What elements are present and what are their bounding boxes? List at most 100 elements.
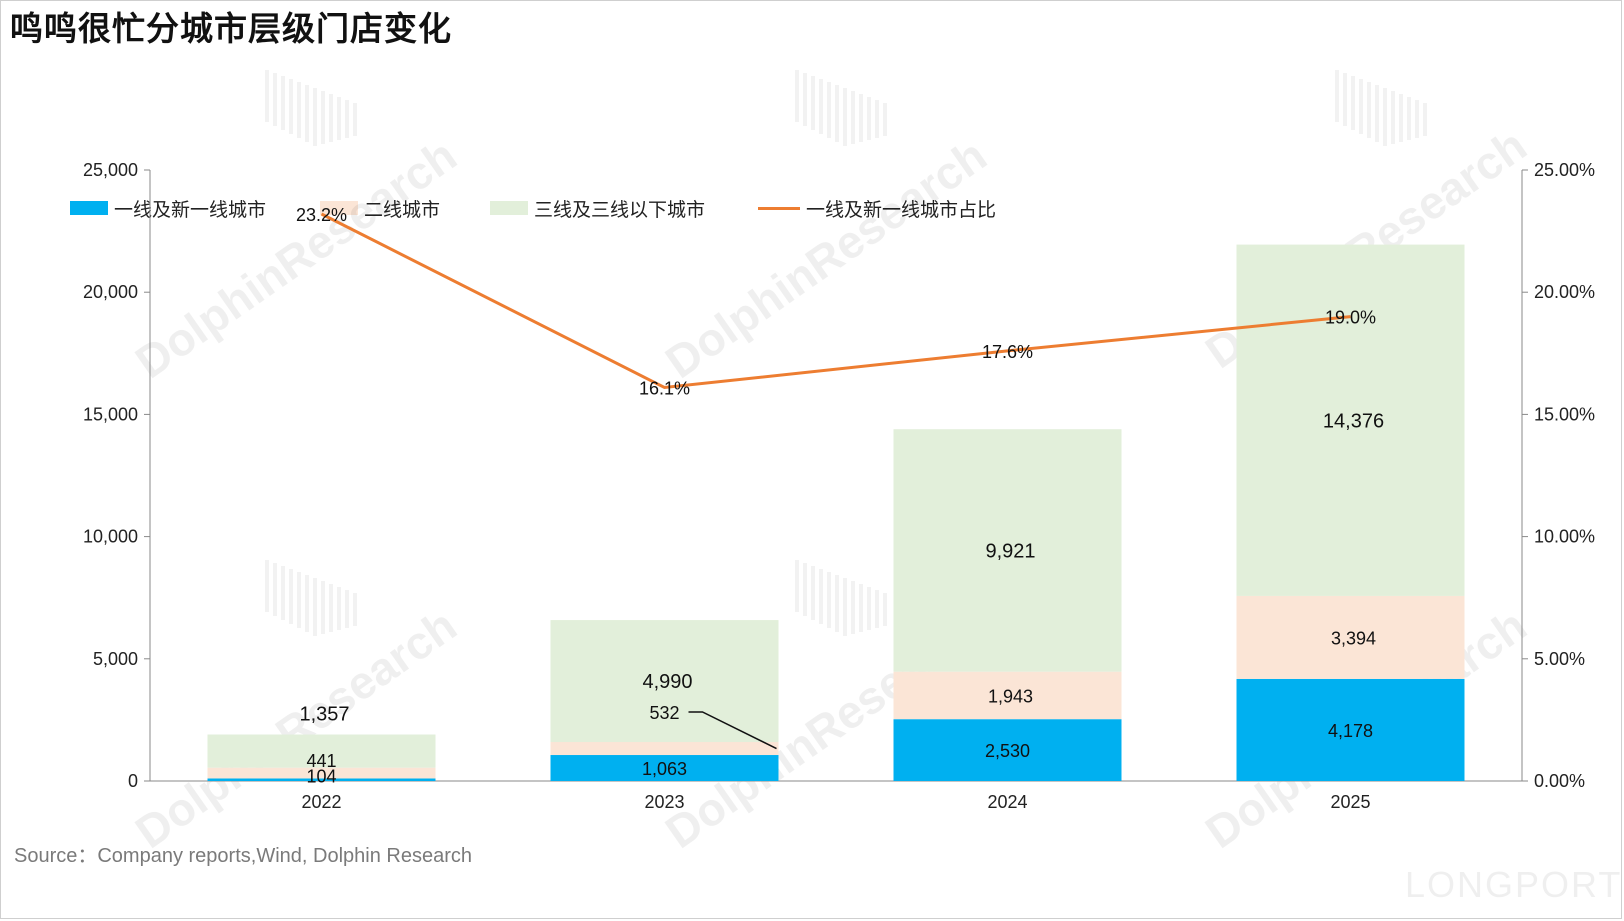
line-data-label: 19.0% xyxy=(1325,308,1376,328)
watermark-mark xyxy=(843,578,847,636)
data-label: 1,943 xyxy=(988,686,1033,706)
x-tick-label: 2023 xyxy=(644,792,684,812)
watermark-mark xyxy=(281,76,285,130)
watermark-mark xyxy=(313,578,317,636)
watermark-mark xyxy=(851,91,855,144)
watermark-mark xyxy=(835,575,839,632)
watermark-brand: LONGPORT xyxy=(1405,864,1622,905)
watermark-mark xyxy=(353,103,357,136)
y-tick-label: 25,000 xyxy=(83,160,138,180)
legend-label-tier3: 三线及三线以下城市 xyxy=(534,198,706,221)
watermark-mark xyxy=(851,581,855,634)
legend-swatch-tier2 xyxy=(320,201,358,215)
watermark-mark xyxy=(1351,76,1355,130)
y2-tick-label: 15.00% xyxy=(1534,404,1595,424)
watermark-mark xyxy=(1375,85,1379,142)
watermark-text: DolphinResearch xyxy=(126,599,466,859)
bar-segment xyxy=(550,742,779,756)
watermark-mark xyxy=(1415,100,1419,138)
bar-segment xyxy=(1236,244,1465,596)
watermark-mark xyxy=(859,94,863,142)
watermark-mark xyxy=(297,572,301,628)
data-label: 4,178 xyxy=(1328,721,1373,741)
watermark-mark xyxy=(289,79,293,134)
watermark-mark xyxy=(305,575,309,632)
y-tick-label: 15,000 xyxy=(83,404,138,424)
y-tick-label: 10,000 xyxy=(83,527,138,547)
data-label: 1,063 xyxy=(642,759,687,779)
watermark-mark xyxy=(1359,79,1363,134)
watermark-mark xyxy=(803,563,807,616)
bar-segment xyxy=(207,734,436,768)
x-tick-label: 2025 xyxy=(1330,792,1370,812)
watermark-mark xyxy=(811,566,815,620)
bar-segment xyxy=(893,719,1122,781)
watermark-mark xyxy=(1423,103,1427,136)
bar-segment xyxy=(550,620,779,743)
watermark-mark xyxy=(811,76,815,130)
watermark-mark xyxy=(1367,82,1371,138)
watermark-text: DolphinResearch xyxy=(656,129,996,389)
source-note: Source：Company reports,Wind, Dolphin Res… xyxy=(14,845,472,867)
watermark-mark xyxy=(819,79,823,134)
legend-label-tier2: 二线城市 xyxy=(364,198,441,221)
data-label: 1,357 xyxy=(299,704,349,726)
watermark-mark xyxy=(273,563,277,616)
bar-segment xyxy=(1236,595,1465,679)
watermark-mark xyxy=(883,593,887,626)
watermark-mark xyxy=(819,569,823,624)
legend-swatch-share xyxy=(758,206,800,210)
bar-segment xyxy=(550,755,779,781)
bar-segment xyxy=(1236,678,1465,781)
share-line xyxy=(320,212,1351,390)
watermark-mark xyxy=(875,100,879,138)
watermark-mark xyxy=(329,94,333,142)
legend-item-tier3: 三线及三线以下城市 xyxy=(490,193,705,223)
data-label: 9,921 xyxy=(985,540,1035,562)
watermark-mark xyxy=(1399,94,1403,142)
data-label: 532 xyxy=(649,703,679,723)
watermark-mark xyxy=(305,85,309,142)
watermark-text: DolphinResearch xyxy=(126,129,466,389)
bar-segment xyxy=(207,778,436,781)
watermark-mark xyxy=(329,584,333,632)
watermark-mark xyxy=(321,91,325,144)
legend-label-share: 一线及新一线城市占比 xyxy=(806,198,997,221)
bar-segment xyxy=(893,671,1122,720)
legend-item-share: 一线及新一线城市占比 xyxy=(758,193,996,223)
data-label: 441 xyxy=(306,751,336,771)
data-label-leader xyxy=(688,711,777,750)
watermark-mark xyxy=(867,97,871,140)
data-label: 3,394 xyxy=(1331,628,1376,648)
watermark-mark xyxy=(835,85,839,142)
watermark-mark xyxy=(867,587,871,630)
watermark-mark xyxy=(795,70,799,122)
watermark-mark xyxy=(281,566,285,620)
watermark-mark xyxy=(803,73,807,126)
x-tick-label: 2024 xyxy=(987,792,1027,812)
watermark-mark xyxy=(827,572,831,628)
y2-tick-label: 25.00% xyxy=(1534,160,1595,180)
legend-item-tier1: 一线及新一线城市 xyxy=(70,193,266,223)
data-label: 2,530 xyxy=(985,741,1030,761)
watermark-mark xyxy=(1335,70,1339,122)
data-label: 14,376 xyxy=(1323,410,1384,432)
watermark-mark xyxy=(289,569,293,624)
watermark-mark xyxy=(313,88,317,146)
y2-tick-label: 5.00% xyxy=(1534,649,1585,669)
x-tick-label: 2022 xyxy=(301,792,341,812)
data-label: 4,990 xyxy=(642,671,692,693)
line-data-label: 17.6% xyxy=(982,342,1033,362)
data-label: 104 xyxy=(306,767,336,787)
bar-segment xyxy=(893,429,1122,672)
watermark-mark xyxy=(265,560,269,612)
watermark-mark xyxy=(875,590,879,628)
watermark-mark xyxy=(265,70,269,122)
y2-tick-label: 10.00% xyxy=(1534,527,1595,547)
y-tick-label: 5,000 xyxy=(93,649,138,669)
watermark-mark xyxy=(297,82,301,138)
watermark-mark xyxy=(345,100,349,138)
watermark-mark xyxy=(337,97,341,140)
